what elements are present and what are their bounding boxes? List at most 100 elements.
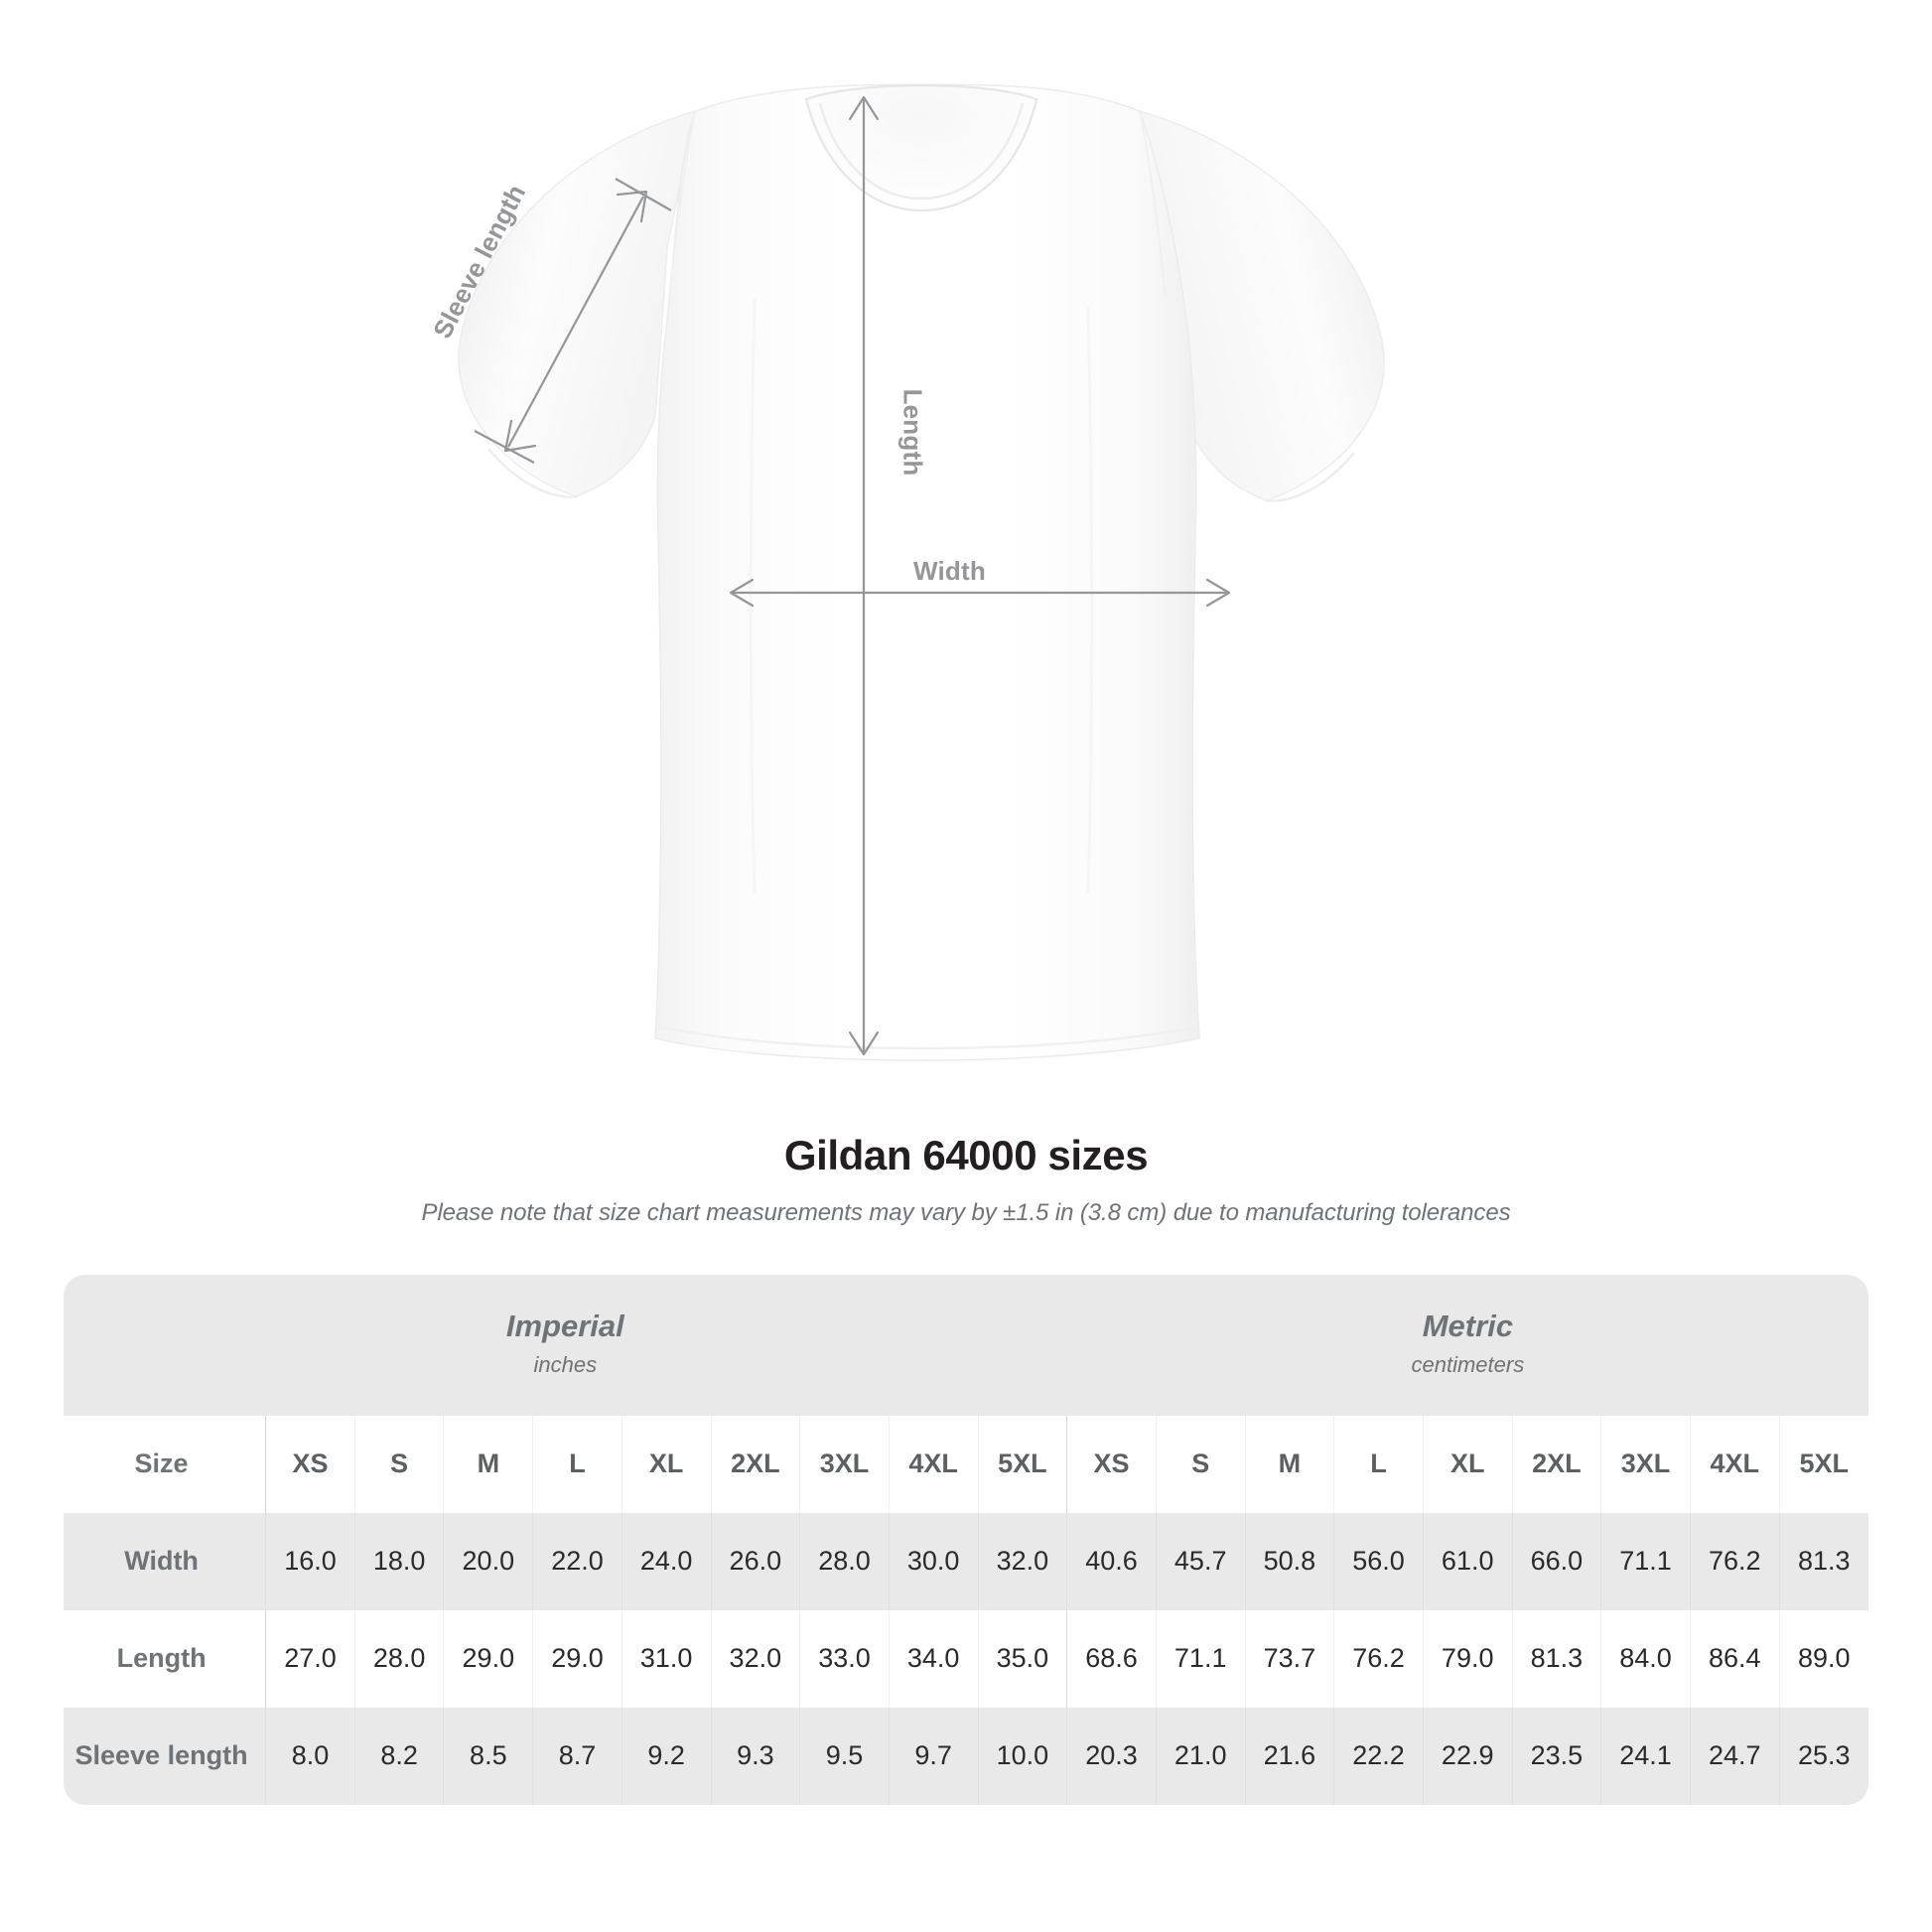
cell-sleeve-metric-4xl: 24.7	[1689, 1707, 1780, 1805]
cell-length-imperial-m: 29.0	[443, 1609, 533, 1708]
sleeve-length-dimension-line	[474, 178, 672, 464]
tshirt-measurement-diagram: Sleeve length Length Width	[427, 83, 1385, 1061]
cell-width-imperial-2xl: 26.0	[710, 1512, 800, 1610]
cell-width-imperial-s: 18.0	[353, 1512, 444, 1610]
cell-width-metric-3xl: 71.1	[1600, 1512, 1691, 1610]
size-table-container: Imperial inches Metric centimeters Size …	[64, 1275, 1868, 1805]
cell-sleeve-metric-xl: 22.9	[1422, 1707, 1513, 1805]
size-header-metric-4xl: 4XL	[1689, 1415, 1780, 1513]
size-header-imperial-2xl: 2XL	[710, 1415, 800, 1513]
cell-length-metric-xs: 68.6	[1066, 1609, 1157, 1708]
size-header-imperial-l: L	[532, 1415, 622, 1513]
cell-length-metric-2xl: 81.3	[1511, 1609, 1601, 1708]
row-label-width: Width	[64, 1512, 266, 1610]
cell-width-imperial-5xl: 32.0	[977, 1512, 1067, 1610]
cell-width-metric-4xl: 76.2	[1689, 1512, 1780, 1610]
metric-unit-header: Metric centimeters	[1066, 1275, 1868, 1416]
cell-length-metric-xl: 79.0	[1422, 1609, 1513, 1708]
cell-width-imperial-4xl: 30.0	[888, 1512, 979, 1610]
cell-width-imperial-xs: 16.0	[265, 1512, 355, 1610]
tolerance-note: Please note that size chart measurements…	[421, 1199, 1511, 1226]
cell-length-imperial-3xl: 33.0	[799, 1609, 890, 1708]
size-header-imperial-xl: XL	[621, 1415, 711, 1513]
cell-length-imperial-xs: 27.0	[265, 1609, 355, 1708]
cell-length-imperial-2xl: 32.0	[710, 1609, 800, 1708]
cell-sleeve-metric-2xl: 23.5	[1511, 1707, 1601, 1805]
cell-length-imperial-4xl: 34.0	[888, 1609, 979, 1708]
size-header-metric-s: S	[1155, 1415, 1246, 1513]
length-label: Length	[897, 388, 928, 477]
size-header-metric-xl: XL	[1422, 1415, 1513, 1513]
cell-length-metric-s: 71.1	[1155, 1609, 1246, 1708]
table-row: Sleeve length 8.0 8.2 8.5 8.7 9.2 9.3 9.…	[64, 1707, 1868, 1805]
size-header-metric-l: L	[1333, 1415, 1424, 1513]
cell-length-metric-m: 73.7	[1244, 1609, 1334, 1708]
cell-width-imperial-l: 22.0	[532, 1512, 622, 1610]
metric-unit-sub: centimeters	[1411, 1351, 1525, 1377]
size-header-imperial-s: S	[353, 1415, 444, 1513]
row-label-length: Length	[64, 1609, 266, 1708]
imperial-unit-name: Imperial	[505, 1309, 624, 1343]
tshirt-illustration	[458, 83, 1385, 1061]
cell-length-metric-4xl: 86.4	[1689, 1609, 1780, 1708]
size-row-label: Size	[64, 1415, 266, 1513]
size-header-imperial-3xl: 3XL	[799, 1415, 890, 1513]
cell-sleeve-metric-5xl: 25.3	[1778, 1707, 1868, 1805]
cell-sleeve-imperial-4xl: 9.7	[888, 1707, 979, 1805]
cell-sleeve-imperial-m: 8.5	[443, 1707, 533, 1805]
cell-width-metric-2xl: 66.0	[1511, 1512, 1601, 1610]
size-header-metric-xs: XS	[1066, 1415, 1157, 1513]
imperial-unit-header: Imperial inches	[64, 1275, 1067, 1416]
cell-sleeve-imperial-l: 8.7	[532, 1707, 622, 1805]
unit-banner-row: Imperial inches Metric centimeters	[64, 1275, 1868, 1416]
size-header-imperial-4xl: 4XL	[888, 1415, 979, 1513]
length-dimension-line	[848, 95, 880, 1056]
cell-width-metric-5xl: 81.3	[1778, 1512, 1868, 1610]
width-label: Width	[913, 556, 986, 586]
cell-length-imperial-s: 28.0	[353, 1609, 444, 1708]
cell-width-imperial-m: 20.0	[443, 1512, 533, 1610]
cell-width-metric-s: 45.7	[1155, 1512, 1246, 1610]
cell-length-metric-l: 76.2	[1333, 1609, 1424, 1708]
cell-sleeve-metric-s: 21.0	[1155, 1707, 1246, 1805]
row-label-sleeve-length: Sleeve length	[64, 1707, 266, 1805]
cell-sleeve-metric-xs: 20.3	[1066, 1707, 1157, 1805]
table-row: Width 16.0 18.0 20.0 22.0 24.0 26.0 28.0…	[64, 1512, 1868, 1610]
size-header-metric-3xl: 3XL	[1600, 1415, 1691, 1513]
cell-sleeve-imperial-xs: 8.0	[265, 1707, 355, 1805]
cell-width-metric-m: 50.8	[1244, 1512, 1334, 1610]
cell-sleeve-imperial-3xl: 9.5	[799, 1707, 890, 1805]
cell-length-metric-5xl: 89.0	[1778, 1609, 1868, 1708]
width-dimension-line	[729, 578, 1231, 608]
metric-unit-name: Metric	[1422, 1309, 1513, 1343]
cell-sleeve-metric-l: 22.2	[1333, 1707, 1424, 1805]
size-header-imperial-xs: XS	[265, 1415, 355, 1513]
title-block: Gildan 64000 sizes Please note that size…	[0, 1132, 1932, 1227]
size-header-metric-5xl: 5XL	[1778, 1415, 1868, 1513]
size-header-imperial-m: M	[443, 1415, 533, 1513]
table-row: Length 27.0 28.0 29.0 29.0 31.0 32.0 33.…	[64, 1609, 1868, 1708]
cell-sleeve-imperial-xl: 9.2	[621, 1707, 711, 1805]
cell-length-imperial-l: 29.0	[532, 1609, 622, 1708]
cell-sleeve-metric-m: 21.6	[1244, 1707, 1334, 1805]
measurement-lines	[474, 95, 1231, 1056]
cell-width-metric-xl: 61.0	[1422, 1512, 1513, 1610]
size-header-metric-2xl: 2XL	[1511, 1415, 1601, 1513]
cell-sleeve-imperial-2xl: 9.3	[710, 1707, 800, 1805]
cell-width-imperial-3xl: 28.0	[799, 1512, 890, 1610]
cell-length-imperial-5xl: 35.0	[977, 1609, 1067, 1708]
cell-sleeve-imperial-5xl: 10.0	[977, 1707, 1067, 1805]
cell-width-metric-xs: 40.6	[1066, 1512, 1157, 1610]
cell-length-imperial-xl: 31.0	[621, 1609, 711, 1708]
page-title: Gildan 64000 sizes	[783, 1132, 1149, 1178]
cell-sleeve-imperial-s: 8.2	[353, 1707, 444, 1805]
size-header-imperial-5xl: 5XL	[977, 1415, 1067, 1513]
cell-width-metric-l: 56.0	[1333, 1512, 1424, 1610]
imperial-unit-sub: inches	[533, 1351, 598, 1377]
cell-length-metric-3xl: 84.0	[1600, 1609, 1691, 1708]
cell-width-imperial-xl: 24.0	[621, 1512, 711, 1610]
cell-sleeve-metric-3xl: 24.1	[1600, 1707, 1691, 1805]
size-header-row: Size XS S M L XL 2XL 3XL 4XL 5XL XS S M …	[64, 1415, 1868, 1513]
size-header-metric-m: M	[1244, 1415, 1334, 1513]
